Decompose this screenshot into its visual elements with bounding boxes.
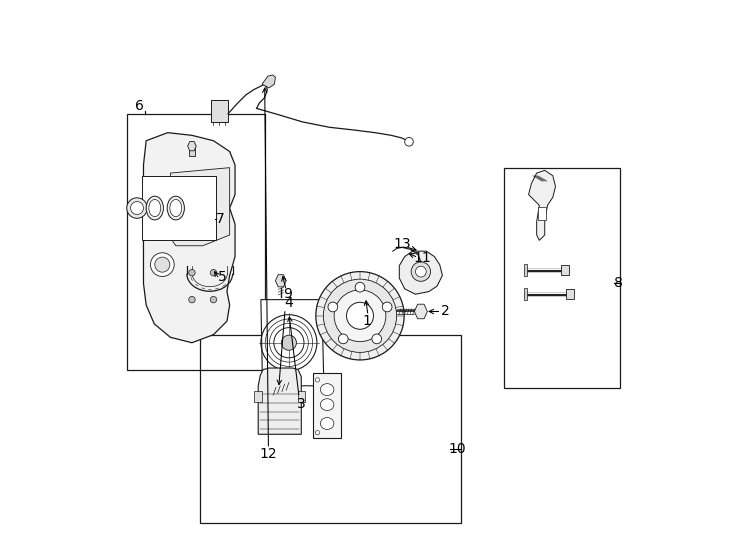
Bar bbox=[538, 207, 546, 220]
Circle shape bbox=[210, 296, 217, 303]
Polygon shape bbox=[170, 167, 230, 246]
Bar bbox=[524, 264, 527, 276]
Polygon shape bbox=[262, 75, 275, 88]
Polygon shape bbox=[261, 300, 324, 386]
Circle shape bbox=[411, 262, 431, 281]
Circle shape bbox=[189, 269, 195, 276]
Bar bbox=[567, 289, 575, 299]
Text: 12: 12 bbox=[260, 447, 277, 461]
Bar bbox=[200, 335, 461, 523]
Polygon shape bbox=[143, 133, 235, 343]
Ellipse shape bbox=[172, 191, 201, 220]
Circle shape bbox=[346, 302, 374, 329]
Text: 10: 10 bbox=[448, 442, 466, 456]
Text: 7: 7 bbox=[216, 212, 225, 226]
Circle shape bbox=[338, 334, 348, 344]
Circle shape bbox=[372, 334, 382, 344]
Circle shape bbox=[150, 253, 174, 276]
Text: 3: 3 bbox=[297, 396, 305, 410]
Bar bbox=[504, 167, 620, 388]
Bar bbox=[127, 114, 265, 370]
Ellipse shape bbox=[167, 196, 184, 220]
Text: 5: 5 bbox=[218, 270, 227, 284]
Bar bbox=[524, 288, 527, 300]
Text: 1: 1 bbox=[363, 314, 371, 328]
Text: 6: 6 bbox=[135, 99, 144, 113]
Circle shape bbox=[189, 296, 195, 303]
Polygon shape bbox=[415, 304, 427, 319]
Circle shape bbox=[382, 302, 392, 312]
Ellipse shape bbox=[149, 199, 161, 217]
Polygon shape bbox=[399, 251, 443, 294]
Ellipse shape bbox=[170, 199, 182, 217]
Text: 2: 2 bbox=[440, 305, 449, 319]
Text: 9: 9 bbox=[283, 287, 291, 301]
Ellipse shape bbox=[146, 196, 164, 220]
Text: 4: 4 bbox=[285, 296, 294, 310]
Polygon shape bbox=[258, 368, 301, 434]
Bar bbox=[561, 265, 569, 275]
Text: 8: 8 bbox=[614, 276, 622, 291]
Circle shape bbox=[334, 290, 386, 342]
Circle shape bbox=[155, 257, 170, 272]
Circle shape bbox=[210, 269, 217, 276]
Ellipse shape bbox=[167, 185, 207, 226]
Text: 11: 11 bbox=[413, 251, 431, 265]
Circle shape bbox=[131, 201, 143, 214]
Ellipse shape bbox=[321, 417, 334, 429]
Ellipse shape bbox=[321, 383, 334, 395]
Polygon shape bbox=[188, 141, 196, 151]
Bar bbox=[142, 176, 217, 240]
Polygon shape bbox=[313, 374, 341, 438]
Circle shape bbox=[316, 377, 319, 382]
Bar bbox=[189, 146, 195, 156]
Circle shape bbox=[355, 282, 365, 292]
Circle shape bbox=[316, 272, 404, 360]
Circle shape bbox=[415, 266, 426, 277]
Circle shape bbox=[328, 302, 338, 312]
Polygon shape bbox=[528, 170, 556, 240]
Polygon shape bbox=[275, 275, 286, 287]
Circle shape bbox=[324, 279, 396, 353]
Text: 13: 13 bbox=[393, 237, 411, 251]
Circle shape bbox=[127, 198, 148, 218]
Bar bbox=[211, 100, 228, 122]
Bar bbox=[255, 391, 262, 402]
Bar bbox=[297, 391, 305, 402]
Circle shape bbox=[404, 138, 413, 146]
Ellipse shape bbox=[321, 399, 334, 410]
Circle shape bbox=[281, 335, 297, 350]
Circle shape bbox=[316, 430, 319, 435]
